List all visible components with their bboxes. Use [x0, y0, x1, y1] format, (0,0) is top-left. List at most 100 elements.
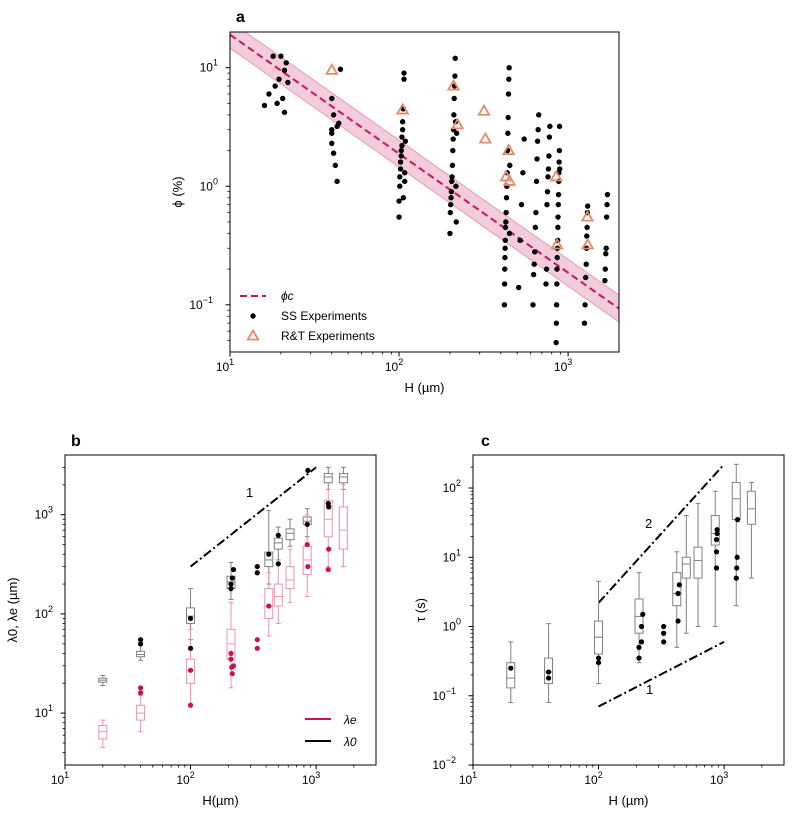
ss-point: [530, 271, 537, 278]
tau-point: [638, 639, 645, 645]
box-body: [285, 528, 295, 541]
ss-point: [555, 191, 562, 198]
ss-point: [332, 162, 339, 169]
ss-point: [285, 79, 291, 86]
plot-area: 1: [98, 466, 348, 749]
x-axis-label: H (µm): [609, 793, 649, 808]
ss-point: [556, 147, 563, 154]
x-tick-label-exp: 3: [315, 770, 320, 780]
x-tick-label: 101: [459, 770, 477, 787]
ss-point: [330, 112, 337, 118]
ss-point: [261, 102, 268, 109]
box-plot-lambdae: [186, 628, 196, 706]
ss-point: [274, 100, 280, 107]
box-plot-tau: [693, 502, 703, 628]
lambdae-point: [254, 645, 260, 651]
plot-area: 21: [506, 463, 756, 708]
slope-line-2: [597, 463, 725, 604]
lambda0-point: [326, 504, 332, 510]
ss-point: [553, 302, 560, 308]
legend: λe λ0: [305, 713, 357, 749]
x-tick-label-base: 10: [216, 360, 230, 374]
legend-rt-swatch: [246, 328, 260, 341]
x-tick-label-base: 10: [584, 773, 598, 787]
ss-point: [517, 237, 523, 244]
box-plot-lambdae: [273, 561, 283, 625]
ss-point: [506, 230, 513, 237]
x-tick-label: 102: [385, 357, 403, 374]
tau-point: [638, 623, 645, 630]
ss-point: [545, 174, 551, 180]
ss-point: [397, 174, 403, 180]
ss-point: [452, 55, 458, 62]
rt-point: [550, 237, 564, 250]
lambda0-point: [305, 467, 311, 473]
tau-point: [636, 644, 642, 650]
lambda0-point: [254, 570, 260, 576]
tau-point: [714, 530, 720, 537]
ss-point: [451, 95, 457, 102]
lambda0-point: [187, 615, 194, 622]
box-plot-lambda0: [136, 645, 146, 661]
x-tick-label: 102: [176, 770, 194, 787]
ss-point: [281, 67, 288, 74]
tau-point: [676, 582, 682, 588]
x-tick-label-exp: 1: [64, 770, 69, 780]
x-tick-label-exp: 3: [567, 357, 572, 367]
x-tick-label-exp: 2: [398, 357, 403, 367]
slope-label-1: 1: [646, 682, 653, 697]
ss-point: [546, 153, 552, 159]
ss-point: [399, 142, 405, 149]
ss-point: [278, 53, 284, 59]
x-tick-label: 102: [584, 770, 602, 787]
ss-point: [544, 188, 551, 195]
ss-point: [398, 147, 404, 154]
lambda0-point: [275, 532, 281, 538]
ss-point: [532, 249, 538, 255]
ss-point: [452, 73, 458, 79]
ss-point: [505, 130, 511, 136]
slope-label-2: 2: [645, 516, 652, 531]
box-plot-lambdae: [338, 484, 348, 568]
tau-point: [713, 549, 720, 555]
ss-point: [603, 245, 609, 251]
box-plot-tau: [594, 580, 604, 685]
y-tick-label-base: 10: [200, 179, 214, 193]
ss-point: [451, 112, 457, 118]
box-plot-lambda0: [338, 466, 348, 490]
ss-point: [447, 230, 453, 237]
lambdae-point: [304, 541, 310, 548]
rt-point: [502, 174, 517, 186]
lambda0-point: [187, 645, 194, 651]
ss-point: [449, 162, 456, 169]
ss-point: [329, 130, 335, 136]
ss-point: [534, 156, 540, 162]
box-body: [323, 473, 333, 484]
y-tick-label-exp: 3: [48, 505, 53, 515]
tau-point: [713, 565, 720, 571]
tau-point: [734, 565, 740, 571]
tau-point: [595, 655, 602, 661]
y-tick-label-base: 10: [189, 298, 203, 312]
phi-c-band: [230, 32, 619, 323]
x-tick-label-exp: 1: [472, 770, 477, 780]
ss-point: [545, 166, 552, 172]
ss-point: [584, 203, 591, 209]
ss-point: [544, 201, 550, 208]
ss-point: [584, 224, 590, 231]
ss-point: [336, 120, 342, 126]
slope-line-1: [598, 640, 725, 708]
rt-point: [477, 103, 491, 116]
ss-point: [453, 130, 460, 136]
y-tick-label-exp: −1: [446, 686, 456, 696]
tau-point: [733, 575, 739, 581]
ss-point: [447, 201, 454, 208]
y-tick-label-exp: 1: [213, 58, 218, 68]
y-tick-label-base: 10: [35, 706, 49, 720]
y-tick-label-base: 10: [35, 508, 49, 522]
ss-point: [502, 237, 508, 244]
ss-point: [604, 201, 610, 208]
lambdae-point: [137, 690, 144, 696]
